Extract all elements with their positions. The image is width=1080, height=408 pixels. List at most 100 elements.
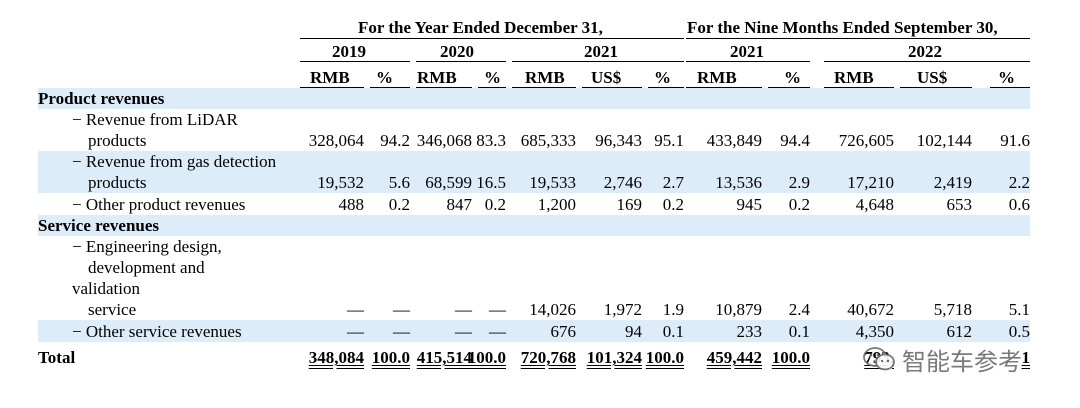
cell-2020-rmb: 415,514	[416, 348, 472, 367]
cell-2020-rmb: 847	[446, 195, 473, 214]
cell-2021-rmb: 676	[550, 322, 577, 341]
cell-2021-nm-rmb: 945	[736, 195, 763, 214]
year-2021-nine-months-rule	[686, 61, 810, 62]
cell-2021-pct: 0.1	[662, 322, 684, 341]
cell-2019-rmb: 328,064	[308, 131, 364, 150]
row-label-line: − Other product revenues	[72, 195, 246, 214]
cell-2022-nm-rmb: 726,605	[838, 131, 894, 150]
cell-2022-nm-usd: 653	[946, 195, 973, 214]
unit-rule-2021-pct	[648, 87, 684, 88]
table-row: − Revenue from LiDAR products 328,064 94.2 3…	[38, 109, 1030, 151]
table-row: − Engineering design, development and vali…	[38, 236, 1030, 320]
row-label-line: products	[88, 173, 147, 192]
unit-rule-2021-usd	[582, 87, 642, 88]
row-label-line: products	[88, 131, 147, 150]
year-2021-nine-months: 2021	[730, 42, 764, 61]
row-label-line: validation	[72, 279, 140, 298]
cell-2022-nm-rmb: 40,672	[847, 300, 894, 319]
cell-2021-nm-rmb: 233	[736, 322, 763, 341]
row-label: − Revenue from LiDAR products	[38, 109, 238, 151]
cell-2019-rmb: —	[347, 322, 364, 341]
cell-2022-nm-rmb: 4,648	[855, 195, 894, 214]
cell-2021-rmb: 1,200	[537, 195, 576, 214]
cell-2021-pct: 1.9	[662, 300, 684, 319]
year-2020-rule	[416, 61, 506, 62]
cell-2021-rmb: 685,333	[520, 131, 576, 150]
cell-2022-nm-rmb: 17,210	[847, 173, 894, 192]
unit-2021-rmb: RMB	[525, 68, 565, 87]
unit-rule-2020-rmb	[416, 87, 472, 88]
cell-2022-nm-pct: 2.2	[1008, 173, 1030, 192]
cell-2021-nm-rmb: 10,879	[715, 300, 762, 319]
unit-rule-2021-nm-rmb	[686, 87, 762, 88]
year-2019: 2019	[332, 42, 366, 61]
cell-2021-usd: 96,343	[595, 131, 642, 150]
header-row-groups: For the Year Ended December 31, For the …	[38, 14, 1030, 38]
cell-2020-rmb: 346,068	[416, 131, 472, 150]
row-label-line: service	[88, 300, 137, 319]
cell-2019-pct: 94.2	[380, 131, 410, 150]
table-row: − Other service revenues — — — — 676 94 0.1 233 0…	[38, 320, 1030, 342]
table-row: − Other product revenues 488 0.2 847 0.2 1,20…	[38, 193, 1030, 215]
cell-2022-nm-rmb: 4,350	[855, 322, 894, 341]
cell-2021-usd: 1,972	[603, 300, 642, 319]
cell-2021-rmb: 14,026	[529, 300, 576, 319]
row-label-line: − Revenue from LiDAR	[72, 110, 238, 129]
cell-2021-nm-pct: 0.1	[788, 322, 810, 341]
unit-2021-usd: US$	[591, 68, 622, 87]
year-2021: 2021	[584, 42, 618, 61]
row-label: Total	[38, 347, 75, 368]
unit-rule-2022-nm-usd	[900, 87, 972, 88]
cell-2021-pct: 95.1	[654, 131, 684, 150]
unit-rule-2019-rmb	[300, 87, 364, 88]
cell-2020-pct: 83.3	[476, 131, 506, 150]
unit-2020-rmb: RMB	[417, 68, 457, 87]
cell-2019-rmb: 488	[338, 195, 365, 214]
cell-2022-nm-pct: 1	[1021, 348, 1031, 367]
cell-2019-pct: —	[393, 300, 410, 319]
table-row: − Revenue from gas detection products 19,5…	[38, 151, 1030, 193]
cell-2021-nm-rmb: 459,442	[706, 348, 762, 367]
unit-2022-nm-usd: US$	[917, 68, 948, 87]
unit-rule-2020-pct	[478, 87, 506, 88]
row-label: − Revenue from gas detection products	[38, 151, 276, 193]
cell-2019-rmb: 19,532	[317, 173, 364, 192]
unit-2019-percent: %	[376, 68, 393, 87]
unit-rule-2021-nm-pct	[768, 87, 810, 88]
unit-2021-percent: %	[654, 68, 671, 87]
cell-2021-rmb: 720,768	[520, 348, 576, 367]
cell-2022-nm-usd: 612	[946, 322, 973, 341]
cell-2020-pct: 0.2	[484, 195, 506, 214]
cell-2022-nm-usd: 2,419	[933, 173, 972, 192]
cell-2021-rmb: 19,533	[529, 173, 576, 192]
cell-2021-nm-rmb: 13,536	[715, 173, 762, 192]
cell-2019-pct: 0.2	[388, 195, 410, 214]
cell-2021-nm-pct: 100.0	[771, 348, 810, 367]
row-label-line: development and	[88, 258, 205, 277]
cell-2021-nm-pct: 2.9	[788, 173, 810, 192]
cell-2022-nm-pct: 91.6	[1000, 131, 1030, 150]
year-2022-nine-months-rule	[824, 61, 1030, 62]
year-2020: 2020	[440, 42, 474, 61]
unit-rule-2022-nm-rmb	[824, 87, 894, 88]
cell-2021-usd: 94	[625, 322, 642, 341]
year-group-rule	[300, 38, 684, 39]
unit-rule-2021-rmb	[512, 87, 576, 88]
cell-2021-nm-rmb: 433,849	[706, 131, 762, 150]
cell-2019-pct: —	[393, 322, 410, 341]
row-label: − Other product revenues	[38, 194, 245, 215]
unit-2019-rmb: RMB	[310, 68, 350, 87]
cell-2022-nm-usd: 5,718	[933, 300, 972, 319]
cell-2020-pct: 100.0	[467, 348, 506, 367]
year-2019-rule	[300, 61, 410, 62]
unit-2022-nm-rmb: RMB	[834, 68, 874, 87]
cell-2020-rmb: 68,599	[425, 173, 472, 192]
group-title-year: For the Year Ended December 31,	[358, 18, 603, 37]
year-2021-rule	[512, 61, 684, 62]
year-2022-nine-months: 2022	[908, 42, 942, 61]
unit-2022-nm-percent: %	[998, 68, 1015, 87]
cell-2021-pct: 100.0	[645, 348, 684, 367]
unit-2021-nm-percent: %	[784, 68, 801, 87]
cell-2020-pct: —	[489, 322, 506, 341]
watermark-text: 智能车参考	[902, 347, 1022, 376]
